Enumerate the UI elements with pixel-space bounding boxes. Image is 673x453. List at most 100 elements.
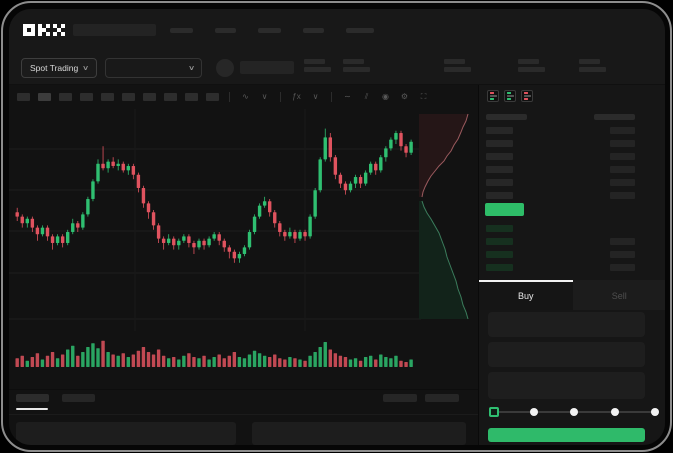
camera-icon[interactable]: ◉: [382, 92, 389, 101]
bottom-action-placeholder[interactable]: [383, 394, 417, 402]
slider-handle[interactable]: [489, 407, 499, 417]
order-input-placeholder[interactable]: [488, 342, 645, 367]
chevron-down-icon: ∨: [82, 64, 90, 72]
order-book-header: [479, 106, 665, 120]
okx-logo[interactable]: [23, 24, 65, 36]
price-placeholder: [486, 192, 513, 199]
order-book-bid-row[interactable]: [486, 222, 635, 235]
chevron-down-icon[interactable]: ∨: [312, 92, 319, 101]
order-book-ask-row[interactable]: [486, 176, 635, 189]
chart-wrap: [9, 109, 478, 389]
amount-column-header-placeholder: [594, 114, 635, 120]
stat-value-placeholder: [518, 67, 545, 72]
amount-placeholder: [610, 238, 635, 245]
amount-placeholder: [610, 166, 635, 173]
divider: [280, 92, 281, 102]
compare-icon[interactable]: ⫽: [364, 92, 369, 101]
indicators-icon[interactable]: ƒx: [292, 92, 301, 101]
order-input-placeholder[interactable]: [488, 312, 645, 337]
okx-logo-glyph: [23, 24, 65, 36]
timeframe-button[interactable]: [122, 93, 135, 101]
tab-sell[interactable]: Sell: [572, 280, 665, 310]
order-book-ask-row[interactable]: [486, 150, 635, 163]
stat-value-placeholder: [304, 67, 331, 72]
tab-buy[interactable]: Buy: [479, 280, 573, 310]
market-type-dropdown[interactable]: Spot Trading ∨: [21, 57, 98, 78]
chart-style-icon[interactable]: ∿: [242, 92, 249, 101]
order-book-bid-row[interactable]: [486, 261, 635, 274]
order-input-placeholder[interactable]: [488, 372, 645, 399]
book-combined-view-icon[interactable]: [487, 90, 499, 102]
amount-placeholder: [610, 140, 635, 147]
order-book-bid-row[interactable]: [486, 248, 635, 261]
line-tool-icon[interactable]: ∼: [344, 92, 351, 101]
book-buys-view-icon[interactable]: [504, 90, 516, 102]
timeframe-button[interactable]: [101, 93, 114, 101]
price-placeholder: [486, 127, 513, 134]
price-placeholder: [486, 251, 513, 258]
timeframe-button[interactable]: [59, 93, 72, 101]
price-placeholder: [486, 264, 513, 271]
order-form: [479, 312, 665, 404]
nav-item-placeholder[interactable]: [215, 27, 236, 33]
order-book-bid-row[interactable]: [486, 235, 635, 248]
amount-placeholder: [610, 153, 635, 160]
amount-slider[interactable]: [489, 405, 659, 419]
bottom-tab-active-placeholder[interactable]: [16, 394, 49, 402]
pair-title-placeholder: [73, 24, 156, 36]
main-area: ∿ ∨ ƒx ∨ ∼ ⫽ ◉ ⚙ ⛶: [9, 85, 665, 445]
timeframe-button[interactable]: [143, 93, 156, 101]
ticker-stat: [304, 59, 331, 72]
divider: [9, 414, 478, 415]
depth-strip-chart[interactable]: [419, 111, 472, 324]
active-tab-underline: [16, 408, 48, 410]
pair-select-dropdown[interactable]: ∨: [105, 57, 203, 78]
order-book-ask-row[interactable]: [486, 189, 635, 202]
coin-avatar: [216, 58, 235, 77]
orders-panel-placeholder: [252, 422, 466, 445]
price-placeholder: [486, 238, 513, 245]
nav-item-placeholder[interactable]: [303, 27, 324, 33]
timeframe-button[interactable]: [80, 93, 93, 101]
sub-header: Spot Trading ∨ ∨: [9, 51, 665, 85]
nav-item-placeholder[interactable]: [258, 27, 281, 33]
tab-sell-label: Sell: [611, 291, 627, 301]
nav-item-placeholder[interactable]: [346, 27, 374, 33]
candlestick-chart[interactable]: [9, 109, 421, 389]
order-book-ask-row[interactable]: [486, 137, 635, 150]
ticker-stat: [518, 59, 545, 72]
divider: [229, 92, 230, 102]
order-book-panel: Buy Sell: [478, 85, 665, 445]
chevron-down-icon[interactable]: ∨: [261, 92, 268, 101]
timeframe-button[interactable]: [185, 93, 198, 101]
timeframe-button[interactable]: [206, 93, 219, 101]
last-price[interactable]: [485, 203, 524, 216]
slider-stop[interactable]: [610, 408, 619, 416]
order-book-ask-row[interactable]: [486, 124, 635, 137]
slider-stop[interactable]: [529, 408, 538, 416]
chevron-down-icon: ∨: [188, 64, 196, 72]
price-placeholder: [486, 225, 513, 232]
top-header: [9, 9, 665, 51]
slider-stop[interactable]: [570, 408, 578, 416]
timeframe-button[interactable]: [17, 93, 30, 101]
submit-order-button[interactable]: [488, 428, 645, 442]
bottom-action-placeholder[interactable]: [425, 394, 459, 402]
market-type-label: Spot Trading: [30, 62, 79, 73]
order-book-ask-row[interactable]: [486, 163, 635, 176]
price-placeholder: [486, 140, 513, 147]
fullscreen-icon[interactable]: ⛶: [420, 92, 427, 101]
nav-item-placeholder[interactable]: [170, 27, 193, 33]
trade-tabs: Buy Sell: [479, 280, 665, 310]
timeframe-button[interactable]: [164, 93, 177, 101]
stat-value-placeholder: [579, 67, 606, 72]
timeframe-button[interactable]: [38, 93, 51, 101]
bottom-tab-placeholder[interactable]: [62, 394, 95, 402]
settings-icon[interactable]: ⚙: [400, 92, 409, 101]
ticker-stat: [444, 59, 471, 72]
amount-placeholder: [610, 127, 635, 134]
book-sells-view-icon[interactable]: [521, 90, 533, 102]
price-placeholder: [486, 179, 513, 186]
slider-stop[interactable]: [651, 408, 659, 416]
